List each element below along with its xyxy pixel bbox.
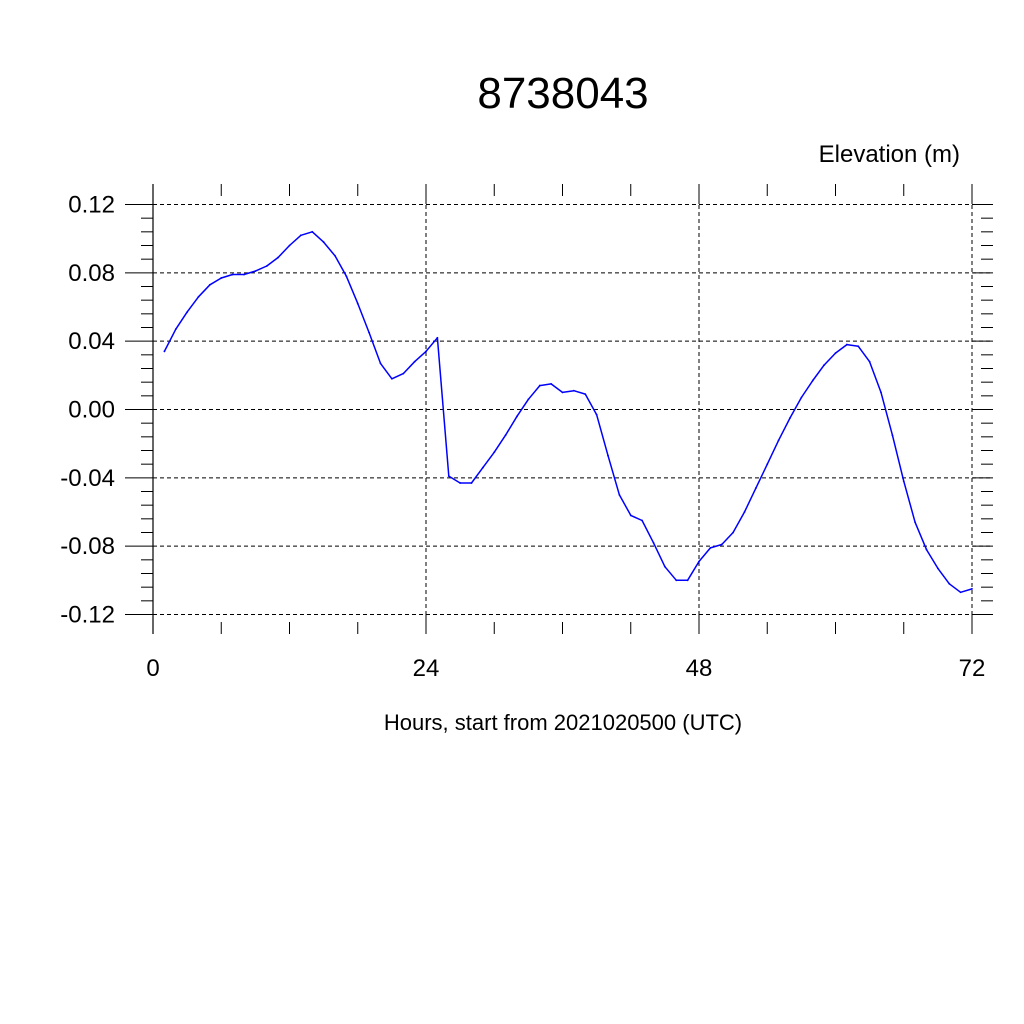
data-point [936, 567, 939, 570]
data-point [663, 565, 666, 568]
grid-lines [153, 184, 993, 634]
data-point [789, 417, 791, 419]
data-point [311, 230, 314, 233]
series-line [163, 231, 973, 594]
y-tick-label: 0.00 [68, 397, 115, 424]
data-point [550, 382, 553, 385]
data-point [470, 482, 473, 484]
y-tick-label: 0.08 [68, 260, 115, 287]
data-point [390, 377, 393, 380]
data-point [880, 391, 882, 394]
data-point [493, 451, 496, 454]
y-tick-label: 0.04 [68, 328, 115, 355]
y-axis-label: Elevation (m) [819, 141, 960, 168]
data-point [845, 343, 848, 346]
data-point [447, 475, 450, 478]
data-point [356, 302, 359, 305]
x-tick-label: 0 [146, 655, 159, 682]
data-point [516, 415, 518, 418]
axes [125, 184, 993, 634]
data-point [971, 587, 973, 590]
data-point [948, 582, 951, 585]
x-tick-label: 72 [959, 655, 986, 682]
data-point [208, 283, 211, 286]
tick-labels: -0.12 -0.08 -0.04 0.00 0.04 0.08 0.12 0 24 48 72 [60, 192, 985, 683]
data-point [288, 244, 291, 247]
data-point [595, 413, 598, 416]
data-point [857, 345, 860, 348]
data-point [572, 389, 575, 392]
data-point [709, 546, 712, 549]
data-point [322, 241, 325, 243]
data-point [277, 256, 280, 259]
data-point [368, 331, 371, 334]
data-point [675, 579, 678, 582]
chart-title: 8738043 [477, 69, 648, 118]
data-point [925, 548, 928, 551]
data-point [186, 311, 189, 314]
data-point [743, 511, 746, 513]
data-point [299, 234, 302, 237]
x-tick-label: 24 [413, 655, 440, 682]
data-point [607, 454, 609, 457]
data-point [425, 350, 427, 353]
data-point [402, 372, 405, 375]
data-point [527, 398, 530, 401]
data-point [345, 275, 348, 278]
data-point [720, 543, 723, 546]
data-point [698, 560, 700, 563]
data-point [732, 531, 735, 534]
data-point [686, 579, 689, 582]
data-point [834, 352, 837, 355]
data-point [902, 480, 905, 483]
data-point [413, 360, 416, 363]
data-point [220, 277, 223, 279]
data-point [891, 434, 894, 437]
data-point [163, 350, 166, 353]
data-point [197, 295, 200, 298]
data-point [754, 487, 757, 489]
y-tick-label: 0.12 [68, 192, 115, 219]
y-tick-label: -0.08 [60, 533, 115, 560]
data-point [959, 591, 962, 594]
data-point [504, 434, 507, 437]
series-layer [163, 230, 973, 594]
data-point [459, 482, 462, 484]
data-point [618, 494, 621, 496]
data-point [174, 328, 177, 331]
data-point [811, 379, 814, 382]
data-point [231, 273, 234, 276]
y-tick-label: -0.04 [60, 465, 115, 492]
data-point [914, 521, 917, 524]
data-point [652, 541, 655, 544]
data-point [481, 466, 484, 469]
data-point [436, 336, 439, 339]
data-point [641, 519, 644, 522]
data-point [800, 396, 803, 399]
data-point [629, 514, 632, 517]
data-point [868, 360, 871, 363]
data-point [379, 362, 382, 365]
x-tick-label: 48 [686, 655, 713, 682]
x-axis-label: Hours, start from 2021020500 (UTC) [384, 710, 742, 735]
y-tick-label: -0.12 [60, 602, 115, 629]
data-point [265, 265, 268, 267]
data-point [777, 439, 780, 442]
data-point [243, 273, 245, 276]
data-point [538, 384, 541, 387]
data-point [823, 364, 826, 366]
data-point [766, 463, 769, 466]
data-point [254, 270, 257, 273]
data-point [584, 393, 587, 396]
data-point [561, 391, 564, 394]
data-point [334, 254, 336, 257]
